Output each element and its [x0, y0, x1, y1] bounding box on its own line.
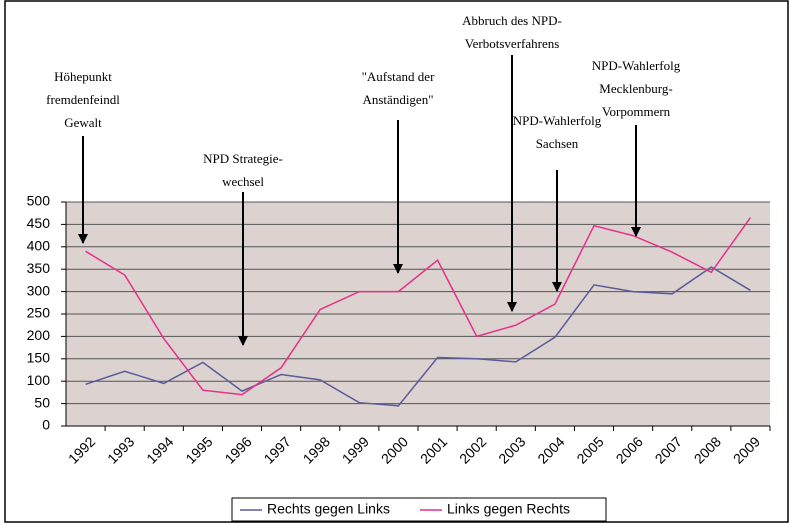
legend-box	[231, 497, 607, 522]
legend: Rechts gegen Links Links gegen Rechts	[231, 497, 607, 522]
annotation-text: Verbotsverfahrens	[465, 36, 560, 51]
y-tick-label: 0	[42, 417, 50, 433]
annotation-text: Vorpommern	[602, 104, 671, 119]
y-tick-label: 350	[27, 260, 51, 276]
annotation-text: NPD-Wahlerfolg	[513, 113, 602, 128]
annotation-text: NPD Strategie-	[203, 151, 283, 166]
series-line	[85, 217, 752, 396]
annotation-text: Sachsen	[536, 136, 579, 151]
annotation-text: Abbruch des NPD-	[462, 13, 562, 28]
legend-label: Links gegen Rechts	[447, 501, 570, 517]
y-tick-label: 200	[27, 327, 51, 343]
legend-label: Rechts gegen Links	[267, 501, 390, 517]
y-tick-label: 400	[27, 238, 51, 254]
y-tick-label: 50	[34, 394, 50, 410]
annotation-text: Höhepunkt	[54, 69, 112, 84]
series-line	[85, 266, 751, 407]
y-tick-label: 250	[27, 305, 51, 321]
annotation-text: fremdenfeindl	[46, 92, 120, 107]
y-tick-label: 500	[27, 193, 51, 209]
annotation-text: Anständigen"	[362, 92, 433, 107]
annotation-text: Gewalt	[64, 115, 102, 130]
y-tick-label: 100	[27, 372, 51, 388]
annotation-text: Mecklenburg-	[599, 81, 672, 96]
y-tick-label: 450	[27, 215, 51, 231]
annotation-text: "Aufstand der	[362, 69, 435, 84]
y-tick-label: 300	[27, 282, 51, 298]
annotation-text: NPD-Wahlerfolg	[592, 58, 681, 73]
annotation-text: wechsel	[222, 174, 264, 189]
y-tick-label: 150	[27, 350, 51, 366]
